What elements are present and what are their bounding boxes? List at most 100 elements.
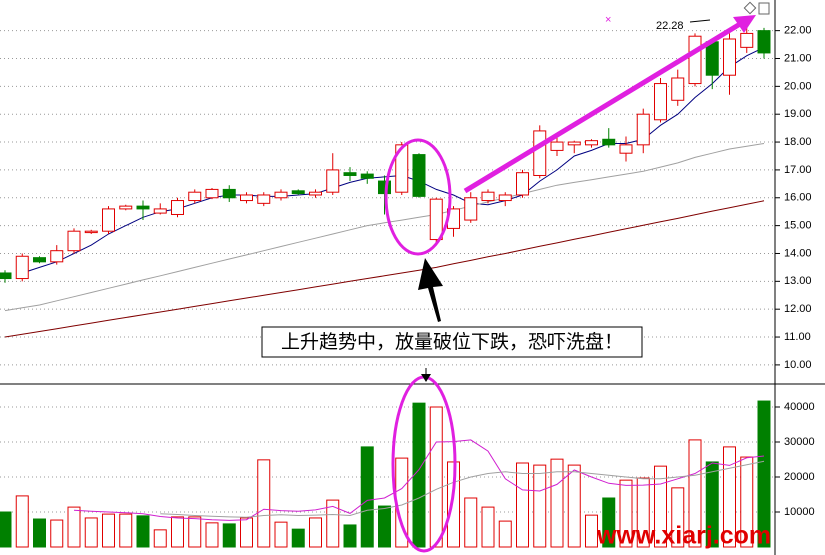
- volume-bar: [0, 511, 12, 548]
- y-tick-label: 17.00: [784, 164, 812, 176]
- candle-body: [705, 41, 719, 76]
- volume-bar: [257, 459, 271, 548]
- volume-bar: [602, 497, 616, 548]
- candle-body: [205, 188, 219, 199]
- candle-body: [274, 191, 288, 199]
- volume-bar: [671, 487, 685, 548]
- price-panel: 10.00 11.00 12.00 13.00 14.00 15.00 16.00 17.00…: [0, 22, 812, 371]
- volume-bar: [84, 517, 98, 548]
- volume-bar: [205, 522, 219, 548]
- candle-body: [654, 83, 667, 121]
- y-tick-label: 11.00: [784, 331, 811, 343]
- candle-body: [378, 180, 391, 195]
- candle-body: [50, 250, 64, 263]
- volume-bar: [119, 513, 133, 548]
- y-tick-label: 15.00: [784, 220, 812, 232]
- candle-body: [291, 190, 305, 195]
- candle-body: [498, 194, 512, 202]
- volume-bar: [412, 402, 426, 548]
- candle-body: [585, 140, 598, 146]
- volume-bar: [343, 524, 357, 548]
- candle-body: [688, 35, 702, 85]
- volume-bar: [33, 518, 46, 548]
- volume-bar: [274, 521, 288, 548]
- moving-average: [73, 439, 765, 521]
- y-tick-label: 13.00: [784, 275, 812, 287]
- volume-bar: [378, 505, 391, 548]
- candle-body: [15, 255, 29, 280]
- candle-body: [429, 198, 443, 241]
- pointer: [689, 19, 711, 23]
- volume-bar: [153, 529, 167, 548]
- trend-arrow: [463, 21, 742, 194]
- volume-bar: [723, 446, 736, 548]
- y-tick-label: 18.00: [784, 136, 812, 148]
- volume-bar: [567, 464, 581, 548]
- volume-bar: [585, 514, 598, 548]
- volume-bar: [429, 406, 443, 548]
- candle-body: [602, 138, 616, 146]
- candle-body: [257, 194, 271, 204]
- volume-bar: [757, 400, 771, 548]
- volume-bar: [533, 464, 547, 548]
- candle-body: [188, 191, 202, 202]
- candle-body: [67, 230, 81, 252]
- y-tick-label: 10.00: [784, 359, 812, 371]
- watermark: www.xiarj.com: [596, 522, 771, 550]
- y-tick-label: 20000: [784, 471, 815, 483]
- volume-bar: [136, 515, 150, 548]
- y-tick-label: 14.00: [784, 247, 812, 259]
- volume-bar: [619, 479, 633, 548]
- candle-body: [360, 173, 374, 179]
- moving-average: [160, 460, 765, 518]
- y-tick-label: 22.00: [784, 25, 812, 37]
- volume-bar: [15, 495, 29, 548]
- volume-bar: [360, 446, 374, 548]
- annotation: 上升趋势中，放量破位下跌，恐吓洗盘！: [281, 331, 623, 353]
- candle-body: [222, 188, 236, 199]
- volume-bar: [705, 461, 719, 548]
- y-tick-label: 20.00: [784, 80, 812, 92]
- highlight-ellipse: [384, 138, 452, 256]
- moving-average: [4, 143, 765, 312]
- candle-body: [326, 169, 340, 193]
- volume-bar: [240, 517, 253, 548]
- candle-body: [533, 130, 547, 176]
- volume-bar: [222, 523, 236, 548]
- candle-body: [636, 113, 650, 146]
- candle-body: [84, 230, 98, 234]
- y-tick-label: 19.00: [784, 108, 812, 120]
- candle-body: [723, 38, 736, 76]
- candle-body: [567, 141, 581, 146]
- y-tick-label: 12.00: [784, 303, 812, 315]
- volume-bar: [464, 497, 478, 548]
- candle-body: [102, 208, 115, 232]
- candle-body: [757, 30, 771, 54]
- volume-bar: [188, 516, 202, 548]
- candle-body: [309, 191, 322, 196]
- moving-average: [4, 200, 765, 338]
- volume-bar: [481, 506, 495, 548]
- icon[interactable]: [743, 1, 757, 15]
- candle-body: [619, 144, 633, 154]
- arrow: [421, 374, 431, 382]
- icon[interactable]: [758, 2, 770, 15]
- candle-body: [343, 172, 357, 176]
- volume-bar: [516, 462, 529, 548]
- volume-bar: [291, 528, 305, 548]
- volume-bar: [688, 439, 702, 548]
- volume-bar: [171, 516, 184, 548]
- y-tick-label: 21.00: [784, 52, 812, 64]
- candle-body: [481, 191, 495, 202]
- trend-arrow: [733, 15, 756, 33]
- annotations: 22.28 × 上升趋势中，放量破位下跌，恐吓洗盘！ www.xiarj.com: [261, 14, 771, 553]
- volume-bar: [309, 517, 322, 548]
- volume-bar: [740, 456, 754, 548]
- candle-body: [240, 194, 253, 202]
- volume-bar: [498, 520, 512, 548]
- volume-bar: [67, 506, 81, 548]
- candle-body: [33, 257, 46, 263]
- candle-body: [412, 154, 426, 197]
- high-label: 22.28: [656, 20, 684, 32]
